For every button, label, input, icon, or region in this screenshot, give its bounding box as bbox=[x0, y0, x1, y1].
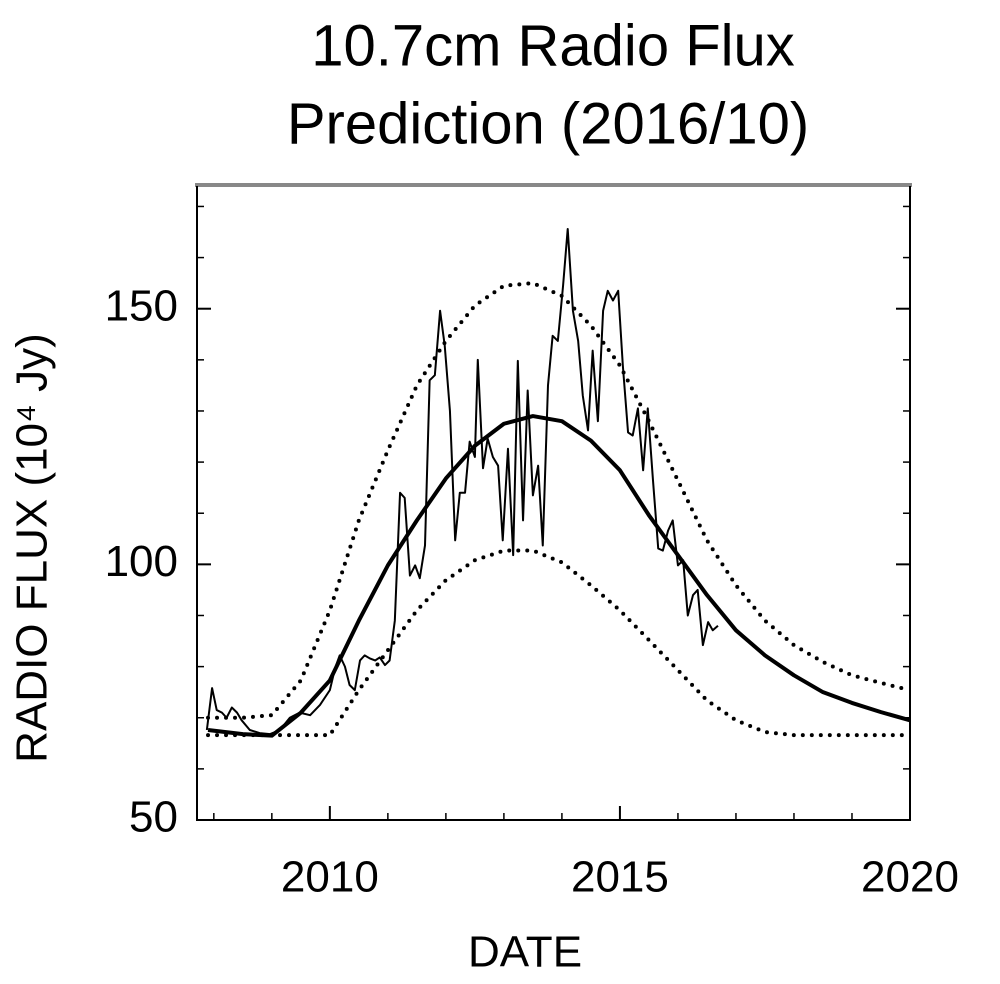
y-tick-label: 100 bbox=[105, 537, 178, 586]
x-axis-label: DATE bbox=[468, 928, 582, 977]
data-line bbox=[207, 414, 911, 738]
chart-title: Prediction (2016/10) bbox=[287, 91, 809, 156]
y-tick-label: 150 bbox=[105, 281, 178, 330]
data-line bbox=[205, 227, 719, 736]
y-tick-label: 50 bbox=[129, 793, 178, 842]
x-tick-label: 2010 bbox=[281, 853, 379, 902]
data-line bbox=[206, 281, 912, 720]
y-axis-label: RADIO FLUX (10⁴ Jy) bbox=[8, 333, 57, 763]
x-tick-label: 2020 bbox=[861, 853, 959, 902]
chart-title: 10.7cm Radio Flux bbox=[311, 13, 795, 78]
data-line bbox=[206, 548, 912, 738]
x-tick-label: 2015 bbox=[571, 853, 669, 902]
